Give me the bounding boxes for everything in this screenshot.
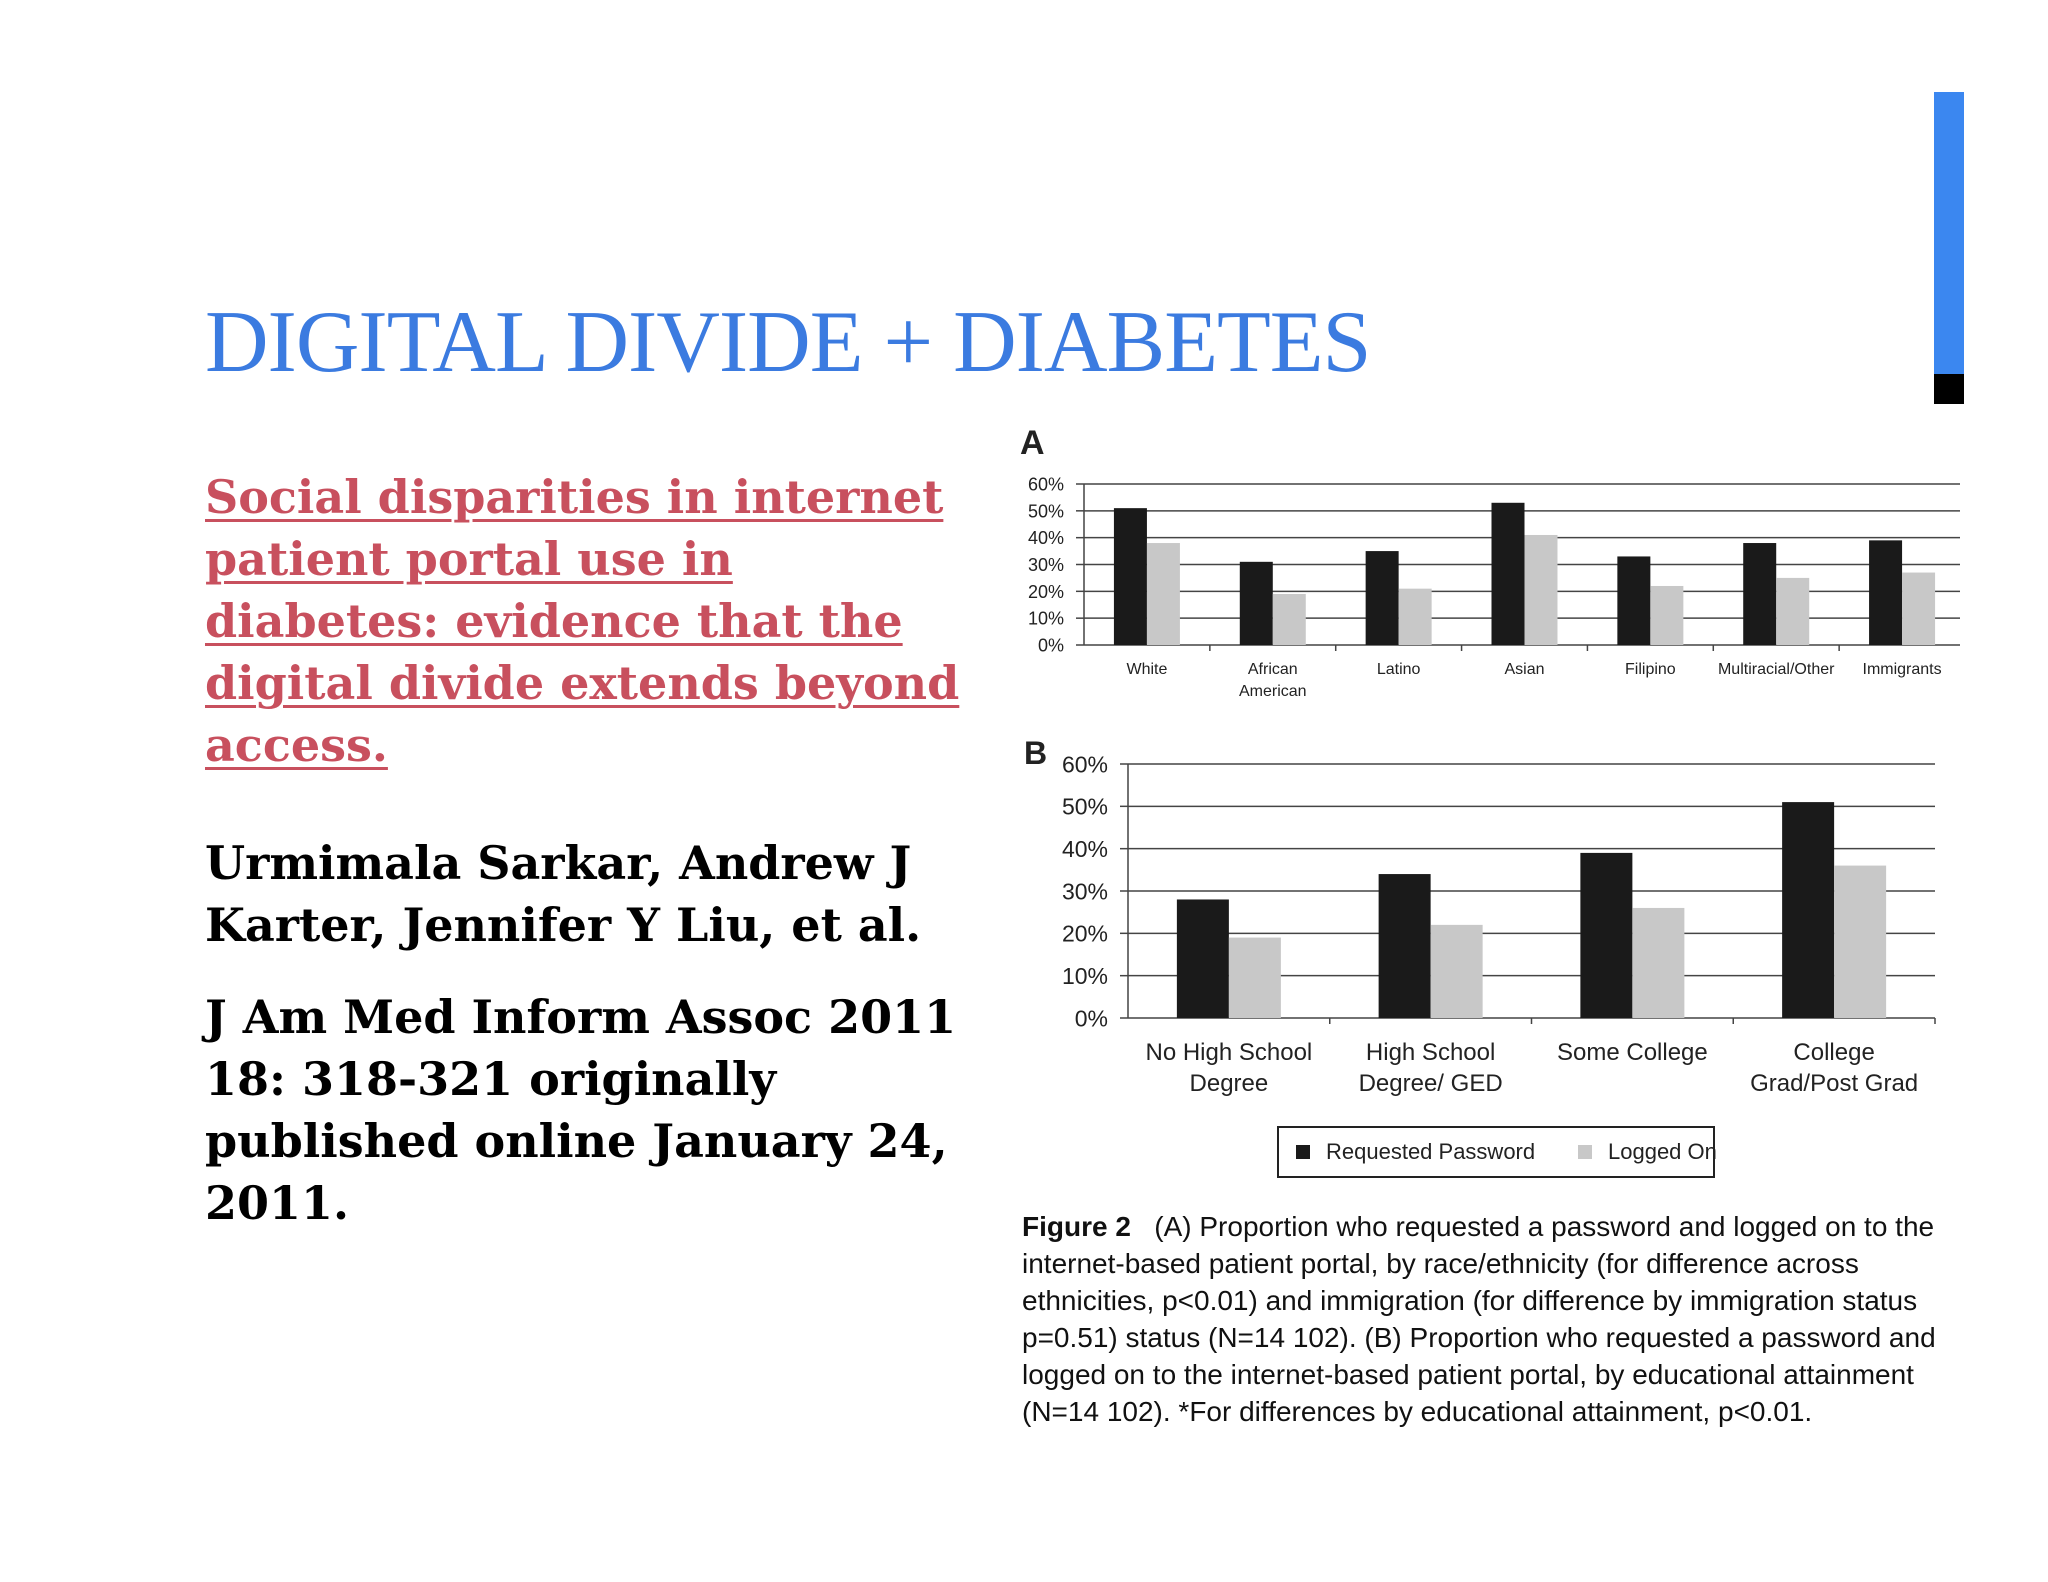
citation-text: J Am Med Inform Assoc 2011 18: 318-321 o… — [205, 990, 957, 1230]
y-tick-label: 20% — [1062, 921, 1108, 947]
y-tick-label: 60% — [1028, 474, 1064, 494]
bar-logged-on — [1228, 937, 1281, 1018]
bar-requested-password — [1491, 502, 1525, 645]
bar-requested-password — [1869, 540, 1903, 645]
x-category-label: College — [1793, 1039, 1874, 1066]
authors-text: Urmimala Sarkar, Andrew J Karter, Jennif… — [205, 836, 922, 952]
bar-logged-on — [1902, 572, 1936, 645]
x-category-label: Some College — [1557, 1039, 1708, 1066]
y-tick-label: 0% — [1038, 635, 1064, 655]
caption-label: Figure 2 — [1022, 1211, 1131, 1242]
slide-title: DIGITAL DIVIDE + DIABETES — [205, 294, 1371, 391]
y-tick-label: 50% — [1028, 501, 1064, 521]
bar-requested-password — [1617, 556, 1651, 645]
bar-logged-on — [1524, 534, 1558, 645]
caption-text: (A) Proportion who requested a password … — [1022, 1211, 1936, 1427]
x-category-label: Degree — [1190, 1070, 1269, 1097]
paper-title-link[interactable]: Social disparities in internet patient p… — [205, 470, 960, 772]
x-category-label: High School — [1366, 1039, 1495, 1066]
bar-logged-on — [1650, 585, 1684, 645]
y-tick-label: 30% — [1028, 555, 1064, 575]
y-tick-label: 20% — [1028, 582, 1064, 602]
bar-requested-password — [1365, 551, 1399, 645]
legend-box — [1277, 1126, 1715, 1178]
x-category-label: Filipino — [1625, 661, 1676, 678]
bar-logged-on — [1398, 588, 1432, 645]
bar-logged-on — [1146, 543, 1180, 645]
y-tick-label: 60% — [1062, 751, 1108, 777]
x-category-label: Grad/Post Grad — [1750, 1070, 1918, 1097]
legend-logged-on-swatch — [1578, 1145, 1592, 1159]
bar-logged-on — [1834, 865, 1887, 1018]
y-tick-label: 40% — [1028, 528, 1064, 548]
y-tick-label: 0% — [1075, 1005, 1108, 1031]
figure-charts: A 0% 10% 20% 30% 40% 50% 60% White African America… — [1020, 430, 1960, 1178]
bar-logged-on — [1776, 577, 1810, 645]
bar-requested-password — [1378, 874, 1431, 1018]
bar-logged-on — [1430, 924, 1483, 1018]
x-category-label: Latino — [1377, 661, 1421, 678]
legend-logged-on-label: Logged On — [1608, 1139, 1717, 1164]
bar-requested-password — [1239, 561, 1273, 645]
figure-caption: Figure 2 (A) Proportion who requested a … — [1022, 1208, 1942, 1430]
x-category-label: No High School — [1145, 1039, 1312, 1066]
figure-2: A 0% 10% 20% 30% 40% 50% 60% White African America… — [1010, 430, 1960, 1460]
x-category-label: Degree/ GED — [1359, 1070, 1503, 1097]
bar-requested-password — [1782, 802, 1835, 1018]
y-tick-label: 50% — [1062, 794, 1108, 820]
y-tick-label: 10% — [1062, 963, 1108, 989]
panel-label-b: B — [1024, 735, 1047, 771]
bar-logged-on — [1272, 594, 1306, 645]
x-category-label: Asian — [1504, 661, 1544, 678]
x-category-label: American — [1239, 683, 1307, 700]
y-tick-label: 40% — [1062, 836, 1108, 862]
legend-requested-password-label: Requested Password — [1326, 1139, 1535, 1164]
accent-block — [1934, 374, 1964, 404]
bar-requested-password — [1176, 899, 1229, 1018]
x-category-label: Multiracial/Other — [1718, 661, 1835, 678]
bar-requested-password — [1743, 543, 1777, 645]
y-tick-label: 10% — [1028, 609, 1064, 629]
y-tick-label: 30% — [1062, 878, 1108, 904]
bar-requested-password — [1113, 508, 1147, 645]
x-category-label: African — [1248, 661, 1298, 678]
panel-label-a: A — [1020, 430, 1045, 462]
legend-requested-password-swatch — [1296, 1145, 1310, 1159]
x-category-label: White — [1126, 661, 1167, 678]
accent-bar — [1934, 92, 1964, 374]
x-category-label: Immigrants — [1863, 661, 1942, 678]
bar-requested-password — [1580, 852, 1633, 1018]
bar-logged-on — [1632, 907, 1685, 1018]
